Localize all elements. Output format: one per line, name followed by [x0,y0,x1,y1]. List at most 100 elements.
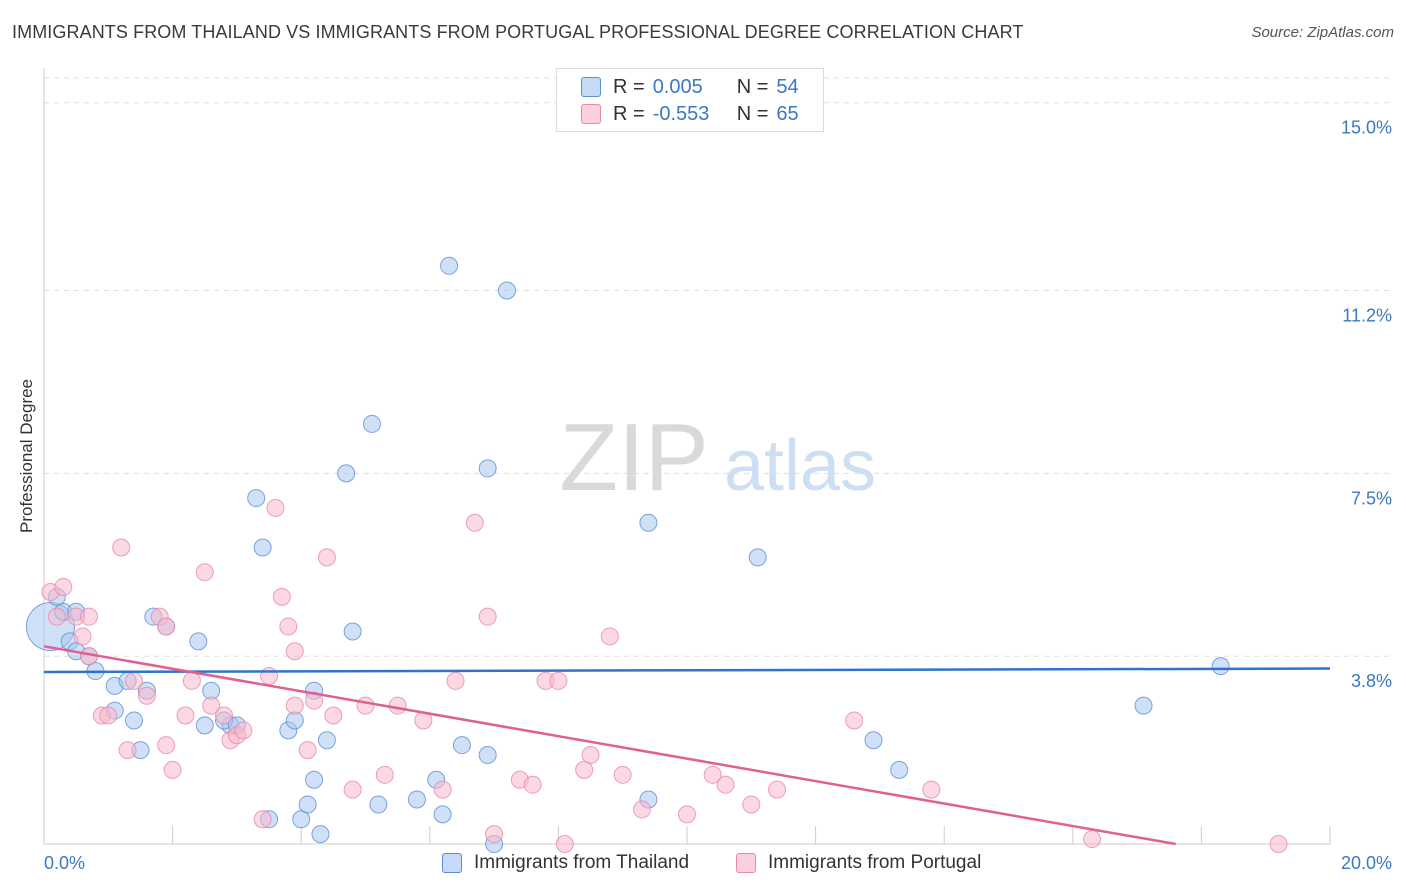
tick-labels: 3.8% 7.5% 11.2% 15.0% 0.0% 20.0% [44,118,1392,873]
data-point-portugal [343,780,362,799]
legend-label-thailand: Immigrants from Thailand [474,852,690,873]
data-point-portugal [285,696,304,715]
watermark-atlas: atlas [724,426,876,506]
data-point-portugal [157,736,176,755]
data-point-portugal [742,795,761,814]
data-point-portugal [54,578,73,597]
y-tick-label: 7.5% [1351,488,1392,508]
legend-n-value: 54 [776,75,799,98]
data-point-portugal [478,607,497,626]
data-point-thailand [407,790,426,809]
data-point-thailand [890,760,909,779]
data-point-portugal [768,780,787,799]
legend-item-thailand: Immigrants from Thailand [442,852,689,874]
data-point-portugal [613,765,632,784]
data-point-portugal [157,617,176,636]
thailand-swatch [581,77,601,97]
data-point-thailand [748,548,767,567]
axes [43,68,1331,845]
data-point-portugal [716,775,735,794]
series-portugal-points [41,498,1288,853]
correlation-legend: R = 0.005 N = 54 R = -0.553 N = 65 [556,68,824,132]
legend-row-thailand: R = 0.005 N = 54 [581,75,799,99]
data-point-thailand [125,711,144,730]
data-point-portugal [112,538,131,557]
data-point-thailand [369,795,388,814]
y-tick-label: 3.8% [1351,671,1392,691]
data-point-thailand [864,731,883,750]
data-point-portugal [195,563,214,582]
trend-line-thailand [43,667,1331,674]
data-point-thailand [305,770,324,789]
data-point-portugal [163,760,182,779]
data-point-thailand [440,256,459,275]
data-point-portugal [433,780,452,799]
legend-r-label: R = [613,102,645,125]
data-point-portugal [600,627,619,646]
data-point-thailand [247,489,266,508]
data-point-thailand [317,731,336,750]
data-point-thailand [1134,696,1153,715]
trend-lines [43,645,1331,846]
data-point-portugal [922,780,941,799]
data-point-portugal [555,835,574,853]
data-point-portugal [125,671,144,690]
data-point-portugal [266,498,285,517]
data-point-portugal [118,741,137,760]
data-point-portugal [47,607,66,626]
data-point-thailand [639,513,658,532]
data-point-portugal [678,805,696,824]
x-tick-label-max: 20.0% [1341,853,1392,873]
data-point-portugal [176,706,195,725]
series-legend: Immigrants from Thailand Immigrants from… [0,852,1406,878]
data-point-portugal [279,617,298,636]
data-point-portugal [523,775,542,794]
legend-label-portugal: Immigrants from Portugal [768,852,982,873]
legend-r-value: -0.553 [652,102,710,125]
data-point-portugal [446,671,465,690]
data-point-portugal [575,760,594,779]
legend-item-portugal: Immigrants from Portugal [736,852,981,874]
data-point-thailand [195,716,214,735]
portugal-swatch [736,853,756,873]
data-point-portugal [260,666,279,685]
data-point-thailand [497,281,516,300]
gridlines [44,77,1392,657]
data-point-portugal [80,607,99,626]
data-point-thailand [433,805,452,824]
data-point-thailand [292,810,311,829]
trend-line-portugal [43,645,1176,846]
data-point-thailand [452,736,471,755]
data-point-portugal [845,711,864,730]
data-point-thailand [343,622,362,641]
data-point-portugal [215,706,234,725]
data-point-thailand [478,746,497,765]
data-point-portugal [388,696,407,715]
legend-n-label: N = [736,75,769,98]
legend-n-label: N = [736,102,769,125]
data-point-portugal [375,765,394,784]
data-point-portugal [465,513,484,532]
data-point-portugal [703,765,722,784]
data-point-portugal [137,686,156,705]
data-point-thailand [362,414,381,433]
data-point-portugal [317,548,336,567]
data-point-portugal [99,706,118,725]
thailand-swatch [442,853,462,873]
data-point-thailand [478,459,497,478]
data-point-portugal [234,721,253,740]
data-point-portugal [182,671,201,690]
legend-n-value: 65 [776,102,799,125]
watermark-zip: ZIP [559,404,708,511]
data-point-thailand [253,538,272,557]
data-point-portugal [272,587,291,606]
series-thailand-points [25,256,1230,853]
y-tick-label: 15.0% [1341,118,1392,138]
legend-r-value: 0.005 [652,75,703,98]
data-point-portugal [202,696,221,715]
data-point-thailand [298,795,317,814]
data-point-portugal [356,696,375,715]
data-point-portugal [285,642,304,661]
data-point-portugal [324,706,343,725]
